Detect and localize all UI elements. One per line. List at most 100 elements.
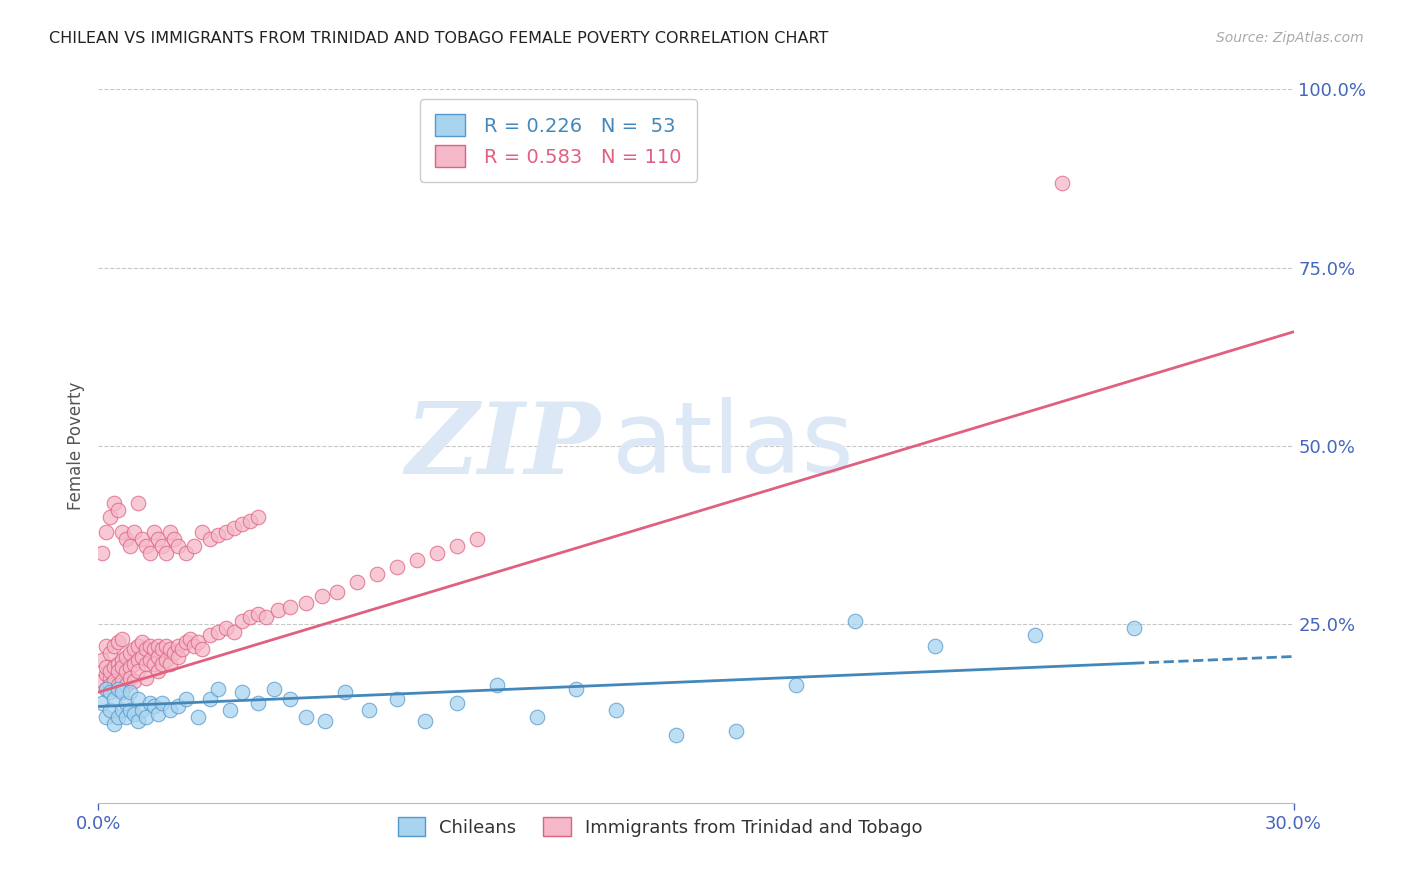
Point xyxy=(103,496,125,510)
Point xyxy=(115,649,138,664)
Point xyxy=(98,510,122,524)
Point xyxy=(155,653,177,667)
Point xyxy=(124,657,146,671)
Point xyxy=(91,674,114,689)
Point xyxy=(446,539,468,553)
Point xyxy=(311,589,333,603)
Point xyxy=(565,681,588,696)
Point xyxy=(446,696,468,710)
Point xyxy=(139,639,162,653)
Point xyxy=(135,642,157,657)
Point xyxy=(111,660,134,674)
Point xyxy=(107,635,129,649)
Point xyxy=(135,710,157,724)
Point xyxy=(124,674,146,689)
Point xyxy=(131,532,153,546)
Point xyxy=(120,646,142,660)
Point xyxy=(96,524,118,539)
Point xyxy=(278,692,301,706)
Point xyxy=(485,678,508,692)
Point xyxy=(139,653,162,667)
Point xyxy=(127,496,149,510)
Point xyxy=(107,710,129,724)
Point xyxy=(413,714,436,728)
Point xyxy=(207,681,229,696)
Point xyxy=(426,546,449,560)
Point xyxy=(148,639,170,653)
Point xyxy=(187,635,209,649)
Legend: Chileans, Immigrants from Trinidad and Tobago: Chileans, Immigrants from Trinidad and T… xyxy=(391,810,929,844)
Point xyxy=(107,664,129,678)
Point xyxy=(159,703,181,717)
Point xyxy=(120,660,142,674)
Text: atlas: atlas xyxy=(613,398,853,494)
Point xyxy=(103,692,125,706)
Point xyxy=(98,685,122,699)
Point xyxy=(231,685,253,699)
Point xyxy=(98,671,122,685)
Point xyxy=(107,503,129,517)
Point xyxy=(127,664,149,678)
Point xyxy=(239,610,262,624)
Point xyxy=(111,632,134,646)
Point xyxy=(131,703,153,717)
Point xyxy=(215,524,238,539)
Point xyxy=(246,510,269,524)
Point xyxy=(143,642,166,657)
Point xyxy=(148,649,170,664)
Point xyxy=(96,681,118,696)
Point xyxy=(115,696,138,710)
Point xyxy=(172,642,194,657)
Point xyxy=(135,671,157,685)
Point xyxy=(1123,621,1146,635)
Point xyxy=(91,653,114,667)
Point xyxy=(335,685,357,699)
Point xyxy=(359,703,381,717)
Point xyxy=(111,653,134,667)
Point xyxy=(346,574,368,589)
Point xyxy=(96,667,118,681)
Point xyxy=(143,524,166,539)
Point xyxy=(267,603,290,617)
Point xyxy=(326,585,349,599)
Point xyxy=(385,692,409,706)
Point xyxy=(98,664,122,678)
Point xyxy=(294,596,316,610)
Point xyxy=(155,546,177,560)
Point xyxy=(844,614,866,628)
Point xyxy=(115,532,138,546)
Point xyxy=(107,681,129,696)
Point xyxy=(191,524,214,539)
Point xyxy=(143,699,166,714)
Point xyxy=(187,710,209,724)
Point xyxy=(231,614,253,628)
Point xyxy=(124,642,146,657)
Point xyxy=(239,514,262,528)
Point xyxy=(91,546,114,560)
Point xyxy=(191,642,214,657)
Point xyxy=(127,639,149,653)
Point xyxy=(159,657,181,671)
Point xyxy=(111,703,134,717)
Point xyxy=(98,703,122,717)
Point xyxy=(207,528,229,542)
Point xyxy=(155,639,177,653)
Point xyxy=(174,692,197,706)
Point xyxy=(127,692,149,706)
Point xyxy=(215,621,238,635)
Point xyxy=(148,664,170,678)
Point xyxy=(167,539,190,553)
Point xyxy=(135,657,157,671)
Point xyxy=(103,639,125,653)
Point xyxy=(98,678,122,692)
Point xyxy=(665,728,688,742)
Point xyxy=(96,681,118,696)
Point xyxy=(124,706,146,721)
Point xyxy=(198,692,221,706)
Point xyxy=(91,696,114,710)
Point xyxy=(222,521,245,535)
Point xyxy=(143,657,166,671)
Point xyxy=(246,607,269,621)
Point xyxy=(150,696,173,710)
Point xyxy=(724,724,747,739)
